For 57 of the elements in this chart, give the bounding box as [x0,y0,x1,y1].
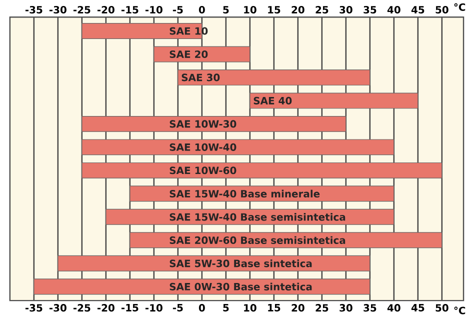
x2-tick-label: -10 [145,304,162,312]
x2-tick-label: 35 [364,304,376,312]
x-tick-label: 15 [268,6,280,14]
bar [58,255,370,272]
y-tick-label: SAE 15W-40 Base minerale [170,190,320,198]
x-tick-label: -25 [73,6,90,14]
y-tick-label: SAE 10W-60 [170,166,236,174]
x2-tick-label: 25 [316,304,328,312]
x2-tick-label: 0 [198,304,205,312]
bar [250,92,418,109]
x-tick-label: 35 [364,6,376,14]
y-tick-label: SAE 0W-30 Base sintetica [170,282,312,291]
bar [154,46,250,62]
x2-tick-label: -35 [25,304,42,312]
x2-tick-label: -20 [97,304,114,312]
x-tick-label: -30 [49,6,66,14]
x-axis-title: °C [454,306,466,314]
x2-tick-label: -25 [73,304,90,312]
y-tick-label: SAE 20 [170,50,208,58]
x-tick-label: 30 [340,6,352,14]
bar [178,70,370,86]
x2-axis-title: °C [454,3,466,12]
bar [82,116,346,132]
y-tick-label: SAE 15W-40 Base semisintetica [170,213,346,221]
x2-tick-label: 15 [268,304,280,312]
x-tick-label: 50 [436,6,448,14]
bar [34,278,370,295]
y-tick-label: SAE 5W-30 Base sintetica [170,260,312,268]
x2-tick-label: 5 [223,304,229,312]
x-tick-label: 5 [223,6,229,14]
x-tick-label: 40 [387,6,400,14]
x-tick-label: 20 [292,6,304,14]
y-tick-label: SAE 30 [182,74,220,82]
x-tick-label: 25 [316,6,328,14]
x2-tick-label: -5 [172,304,183,312]
x2-tick-label: 40 [387,304,400,312]
x2-tick-label: -30 [49,304,66,312]
x-tick-label: 10 [244,6,256,14]
y-tick-label: SAE 10W-40 [170,143,236,152]
x-tick-label: -10 [145,6,162,14]
x-tick-label: -20 [97,6,114,14]
x-tick-label: -5 [172,6,183,14]
x2-tick-label: 10 [244,304,256,312]
x2-tick-label: 45 [411,304,424,312]
x2-tick-label: 30 [340,304,352,312]
y-tick-label: SAE 40 [254,97,292,105]
y-tick-label: SAE 20W-60 Base semisintetica [170,236,346,244]
x-tick-label: -15 [121,6,138,14]
y-tick-label: SAE 10W-30 [170,120,236,128]
x-tick-label: 0 [198,6,205,14]
x-tick-label: -35 [25,6,42,14]
x2-tick-label: 20 [292,304,304,312]
x2-tick-label: 50 [436,304,448,312]
x-tick-label: 45 [411,6,424,14]
bar [82,162,442,178]
bar [82,139,394,156]
x2-tick-label: -15 [121,304,138,312]
